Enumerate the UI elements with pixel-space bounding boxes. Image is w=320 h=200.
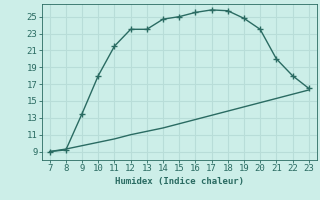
X-axis label: Humidex (Indice chaleur): Humidex (Indice chaleur) (115, 177, 244, 186)
